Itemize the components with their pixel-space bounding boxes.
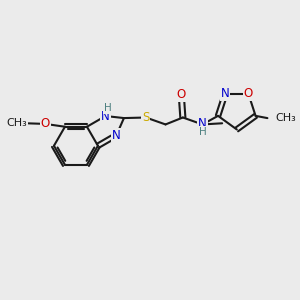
Text: O: O [40, 117, 50, 130]
Text: N: N [198, 117, 207, 130]
Text: O: O [244, 87, 253, 100]
Text: S: S [142, 111, 150, 124]
Text: N: N [112, 129, 121, 142]
Text: N: N [221, 87, 230, 100]
Text: H: H [199, 127, 207, 137]
Text: CH₃: CH₃ [6, 118, 27, 128]
Text: CH₃: CH₃ [275, 113, 296, 123]
Text: O: O [177, 88, 186, 101]
Text: H: H [104, 103, 112, 113]
Text: N: N [101, 110, 110, 122]
